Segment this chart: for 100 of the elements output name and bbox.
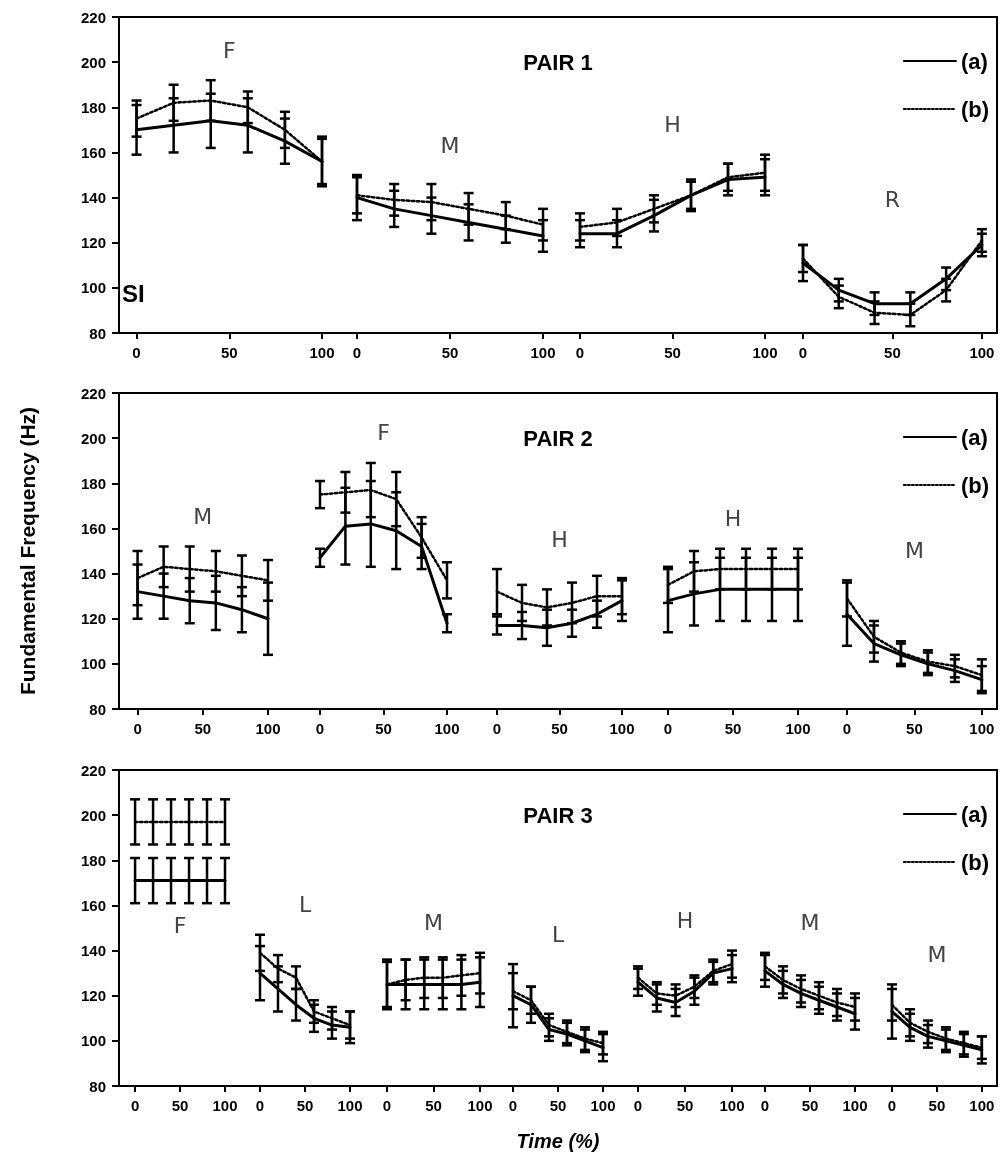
x-tick-label: 50 [171, 1097, 189, 1114]
x-tick-label: 0 [352, 344, 362, 361]
x-tick-label: 0 [633, 1097, 643, 1114]
x-tick-label: 50 [801, 1097, 819, 1114]
x-tick-label: 100 [719, 1097, 745, 1114]
y-tick-label: 140 [80, 189, 106, 207]
y-tick-label: 220 [80, 8, 106, 26]
y-tick-label: 80 [89, 324, 106, 342]
legend-label: (a) [960, 801, 988, 827]
x-tick-label: 0 [887, 1097, 897, 1114]
legend-label: (b) [960, 849, 989, 875]
annotation: M [424, 910, 443, 936]
x-tick-label: 100 [467, 1097, 493, 1114]
x-tick-label: 0 [315, 720, 325, 737]
y-tick-label: 80 [89, 1077, 106, 1095]
x-tick-label: 50 [551, 720, 568, 737]
y-axis-title: Fundamental Frequency (Hz) [16, 406, 39, 696]
annotation: F [377, 420, 390, 446]
x-tick-label: 50 [441, 344, 459, 361]
annotation: F [173, 912, 187, 938]
annotation: M [800, 910, 820, 936]
annotation: M [440, 132, 460, 158]
x-tick-label: 100 [255, 720, 281, 737]
y-tick-label: 160 [80, 896, 106, 914]
x-tick-label: 100 [785, 720, 811, 737]
x-tick-label: 50 [906, 720, 923, 737]
x-tick-label: 0 [132, 344, 141, 361]
annotation: H [551, 526, 568, 552]
y-tick-label: 100 [80, 1032, 106, 1050]
x-tick-label: 0 [842, 720, 852, 737]
y-tick-label: 180 [80, 98, 106, 116]
y-tick-label: 200 [80, 429, 106, 447]
annotation: H [676, 908, 694, 934]
annotation: L [551, 921, 565, 947]
annotation: F [222, 37, 236, 63]
x-tick-label: 0 [130, 1097, 140, 1114]
x-tick-label: 100 [434, 720, 460, 737]
y-tick-label: 160 [80, 143, 106, 161]
x-tick-label: 100 [530, 344, 556, 361]
x-tick-label: 0 [798, 344, 808, 361]
y-tick-label: 120 [80, 234, 106, 252]
x-tick-label: 100 [590, 1097, 616, 1114]
y-tick-label: 100 [80, 655, 106, 673]
x-tick-label: 50 [194, 720, 212, 737]
x-tick-label: 50 [664, 344, 681, 361]
x-axis-title: Time (%) [516, 1130, 600, 1152]
annotation: L [298, 892, 312, 918]
x-tick-label: 50 [425, 1097, 442, 1114]
y-tick-label: 80 [89, 700, 106, 718]
x-tick-label: 50 [549, 1097, 567, 1114]
x-tick-label: 0 [255, 1097, 265, 1114]
annotation: SI [122, 279, 145, 307]
annotation: R [884, 186, 901, 212]
x-tick-label: 50 [724, 720, 742, 737]
text: PAIR 3 [523, 802, 593, 828]
x-tick-label: 0 [133, 720, 142, 737]
y-tick-label: 180 [80, 851, 106, 869]
y-tick-label: 100 [80, 279, 106, 297]
x-tick-label: 100 [842, 1097, 868, 1114]
annotation: H [724, 506, 742, 532]
text: PAIR 1 [523, 49, 593, 75]
x-tick-label: 0 [663, 720, 673, 737]
x-tick-label: 50 [220, 344, 238, 361]
legend-label: (b) [960, 96, 989, 122]
y-tick-label: 140 [80, 565, 106, 583]
x-tick-label: 100 [309, 344, 335, 361]
legend-label: (a) [960, 48, 988, 74]
y-tick-label: 220 [80, 384, 106, 402]
y-tick-label: 220 [80, 761, 106, 779]
x-tick-label: 50 [375, 720, 392, 737]
x-tick-label: 0 [508, 1097, 518, 1114]
annotation: M [904, 537, 924, 563]
x-tick-label: 100 [969, 344, 995, 361]
x-tick-label: 100 [212, 1097, 238, 1114]
legend-label: (a) [960, 424, 988, 450]
y-tick-label: 200 [80, 53, 106, 71]
y-tick-label: 120 [80, 987, 106, 1005]
x-tick-label: 100 [337, 1097, 363, 1114]
x-tick-label: 100 [752, 344, 778, 361]
annotation: M [927, 941, 947, 967]
x-tick-label: 0 [492, 720, 502, 737]
text: PAIR 2 [523, 425, 593, 451]
y-tick-label: 120 [80, 610, 106, 628]
x-tick-label: 0 [382, 1097, 392, 1114]
annotation: M [193, 503, 213, 529]
y-tick-label: 160 [80, 519, 106, 537]
x-tick-label: 100 [969, 720, 995, 737]
annotation: H [664, 112, 681, 138]
y-tick-label: 200 [80, 806, 106, 824]
legend-label: (b) [960, 472, 989, 498]
x-tick-label: 100 [609, 720, 635, 737]
y-tick-label: 180 [80, 474, 106, 492]
x-tick-label: 0 [575, 344, 585, 361]
x-tick-label: 0 [760, 1097, 770, 1114]
x-tick-label: 100 [969, 1097, 995, 1114]
x-tick-label: 50 [296, 1097, 314, 1114]
x-tick-label: 50 [676, 1097, 694, 1114]
y-tick-label: 140 [80, 942, 106, 960]
x-tick-label: 50 [884, 344, 901, 361]
x-tick-label: 50 [928, 1097, 946, 1114]
